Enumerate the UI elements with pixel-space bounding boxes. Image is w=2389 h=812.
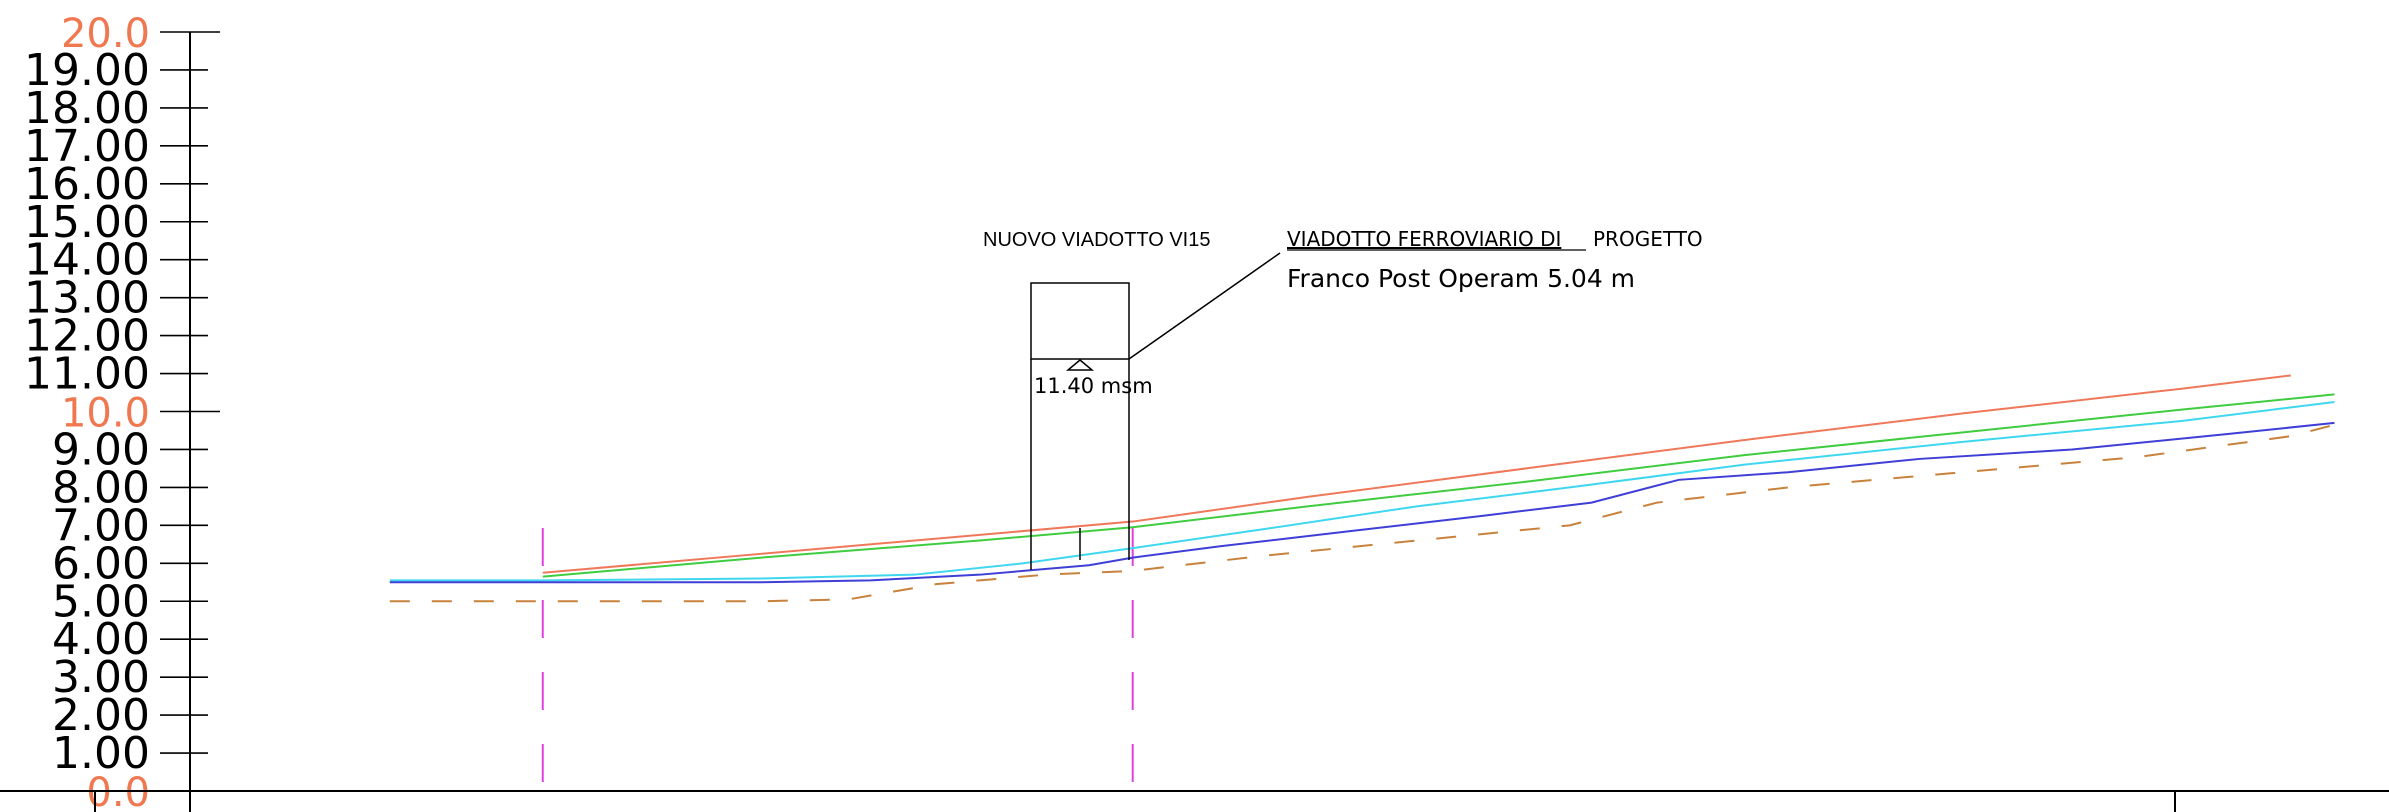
structure-name: NUOVO VIADOTTO VI15 xyxy=(983,229,1210,251)
y-tick-label: 19.00 xyxy=(24,45,150,96)
y-tick-label: 20.0 xyxy=(61,11,150,57)
profile-series xyxy=(389,374,2335,603)
y-tick-label: 3.00 xyxy=(52,652,150,703)
y-tick-label: 10.0 xyxy=(61,391,150,437)
water-level-triangle-icon xyxy=(1065,359,1095,371)
y-tick-label: 1.00 xyxy=(52,728,150,779)
y-tick-label: 17.00 xyxy=(24,121,150,172)
viaduct-deck-box xyxy=(1030,282,1130,360)
y-tick-label: 6.00 xyxy=(52,538,150,589)
y-tick-label: 7.00 xyxy=(52,500,150,551)
callout-title-rest: PROGETTO xyxy=(1593,227,1703,251)
y-tick-label: 8.00 xyxy=(52,462,150,513)
callout-leader xyxy=(1128,252,1281,360)
y-tick-label: 4.00 xyxy=(52,614,150,665)
level-label: 11.40 msm xyxy=(1034,374,1153,398)
series-line-blue xyxy=(389,421,2335,584)
x-axis xyxy=(0,790,2389,812)
y-tick-label: 11.00 xyxy=(24,349,150,400)
y-tick-label: 2.00 xyxy=(52,690,150,741)
y-tick-label: 16.00 xyxy=(24,159,150,210)
series-line-cyan xyxy=(389,401,2335,582)
y-axis: 0.01.002.003.004.005.006.007.008.009.001… xyxy=(24,11,220,812)
y-tick-label: 14.00 xyxy=(24,235,150,286)
y-tick-label: 13.00 xyxy=(24,273,150,324)
y-tick-label: 9.00 xyxy=(52,424,150,475)
y-tick-label: 18.00 xyxy=(24,83,150,134)
y-tick-label: 12.00 xyxy=(24,311,150,362)
series-line-green xyxy=(542,393,2335,578)
series-line-red xyxy=(542,374,2291,574)
section-markers xyxy=(541,528,1134,812)
y-tick-label: 15.00 xyxy=(24,197,150,248)
viaduct-structure: NUOVO VIADOTTO VI15 11.40 msm VIADOTTO F… xyxy=(983,227,1703,570)
y-tick-label: 5.00 xyxy=(52,576,150,627)
y-axis-ticks xyxy=(160,31,220,792)
y-axis-tick-labels: 0.01.002.003.004.005.006.007.008.009.001… xyxy=(24,11,150,812)
callout-title-underlined: VIADOTTO FERROVIARIO DI xyxy=(1287,227,1561,251)
callout-clearance: Franco Post Operam 5.04 m xyxy=(1287,264,1635,293)
